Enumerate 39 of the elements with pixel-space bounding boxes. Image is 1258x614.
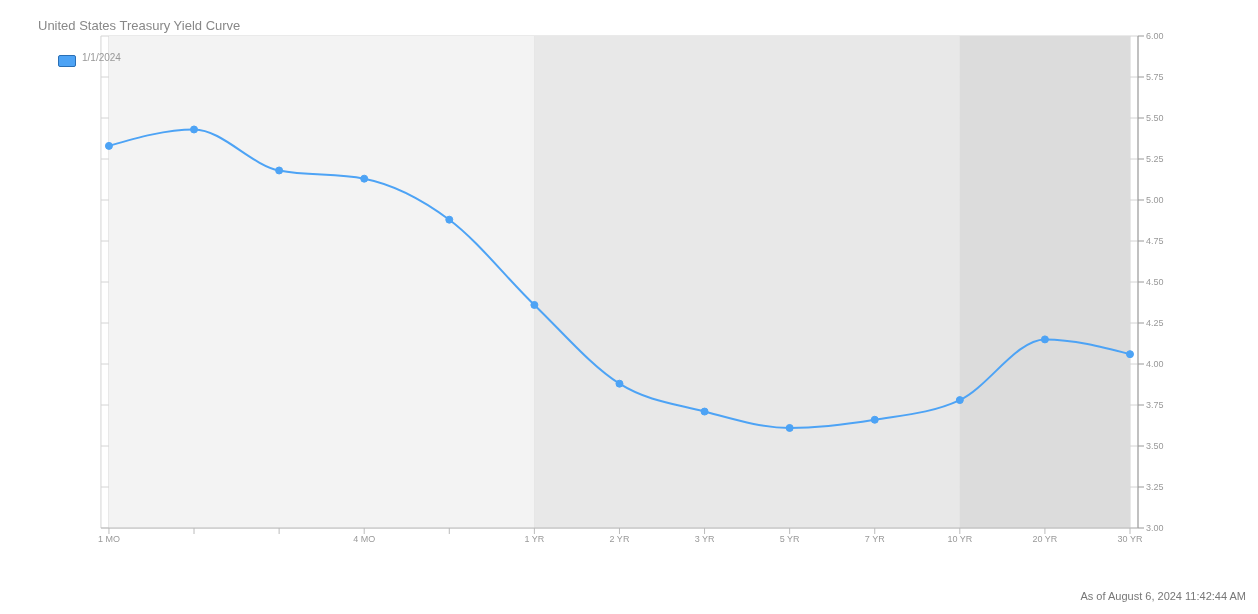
text: As of August 6, 2024 11:42:44 AM [1080, 590, 1246, 602]
point [360, 174, 369, 183]
point [104, 141, 113, 150]
x-tick-label: 1 MO [97, 534, 120, 545]
point [700, 407, 709, 416]
y-tick-label: 4.00 [1146, 359, 1164, 370]
point [1040, 335, 1049, 344]
point [445, 215, 454, 224]
x-tick-label: 30 YR [1117, 534, 1143, 545]
y-tick-label: 3.25 [1146, 482, 1164, 493]
x-tick-label: 20 YR [1032, 534, 1058, 545]
y-tick-label: 4.25 [1146, 318, 1164, 329]
y-tick-label: 5.25 [1146, 154, 1164, 165]
point [870, 415, 879, 424]
x-tick-label: 7 YR [864, 534, 886, 545]
point [275, 166, 284, 175]
y-tick-label: 3.75 [1146, 400, 1164, 411]
y-tick-label: 5.75 [1146, 72, 1164, 83]
x-tick-label: 4 MO [353, 534, 376, 545]
x-tick-label: 1 YR [524, 534, 545, 545]
y-tick-label: 4.50 [1146, 277, 1164, 288]
x-tick-label: 5 YR [779, 534, 801, 545]
point [955, 396, 964, 405]
legend-label: 1/1/2024 [82, 52, 121, 63]
y-tick-label: 3.00 [1146, 523, 1164, 534]
x-tick-label: 2 YR [609, 534, 630, 545]
point [1126, 350, 1134, 359]
y-tick-label: 6.00 [1146, 31, 1164, 42]
point [615, 379, 624, 388]
y-tick-label: 3.50 [1146, 441, 1164, 452]
x-tick-label: 10 YR [947, 534, 973, 545]
x-tick-label: 3 YR [694, 534, 715, 545]
point [530, 300, 539, 309]
y-tick-label: 5.00 [1146, 195, 1164, 206]
chart-title: United States Treasury Yield Curve [38, 18, 241, 33]
point [190, 125, 199, 134]
y-tick-label: 5.50 [1146, 113, 1164, 124]
point [785, 423, 794, 432]
y-tick-label: 4.75 [1146, 236, 1164, 247]
